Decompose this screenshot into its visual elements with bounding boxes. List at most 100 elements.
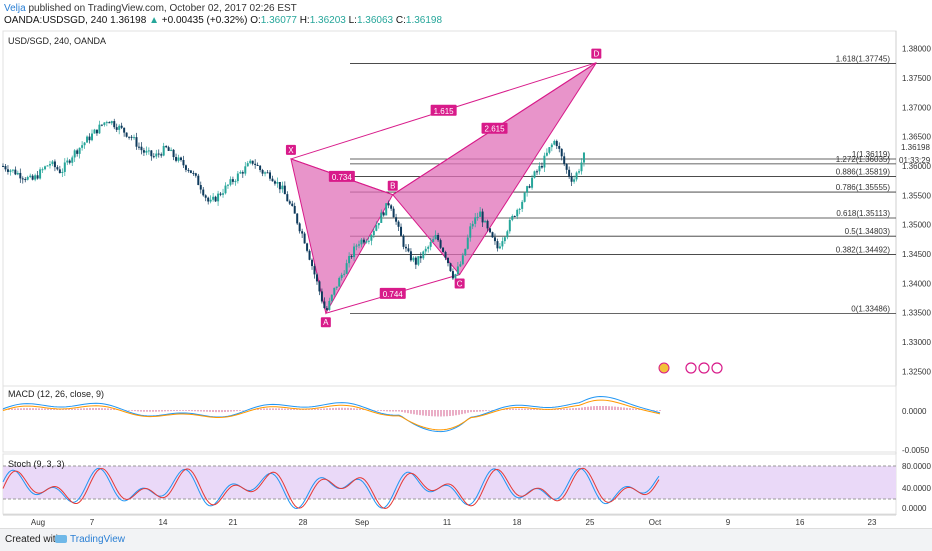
candle-body [11, 169, 14, 171]
candle-body [135, 137, 138, 147]
tradingview-link[interactable]: TradingView [70, 534, 126, 545]
chart-area[interactable]: USD/SGD, 240, OANDA 1.38000 1.37500 1.3700… [0, 29, 932, 527]
candle-body [437, 234, 440, 241]
candle-body [58, 169, 61, 173]
candle-body [259, 165, 262, 171]
fib-level-label: 0.786(1.35555) [836, 183, 891, 192]
candle-body [273, 181, 276, 184]
event-flag-icon[interactable] [698, 362, 710, 374]
candle-body [486, 220, 489, 229]
event-icons[interactable] [658, 362, 723, 374]
candle-body [387, 203, 390, 206]
candle-body [125, 132, 128, 137]
macd-signal-line [2, 399, 661, 431]
macd-pane [2, 385, 897, 453]
author-link[interactable]: Velja [4, 3, 26, 14]
candle-body [498, 246, 501, 249]
candle-body [491, 232, 494, 238]
pattern-point-label: B [390, 182, 395, 191]
candle-body [454, 274, 457, 279]
candle-body [269, 172, 271, 179]
candle-body [429, 241, 432, 247]
candle-body [489, 228, 492, 233]
candle-body [471, 223, 474, 227]
candle-body [9, 170, 12, 172]
pattern-ratio-label: 0.734 [332, 173, 353, 182]
fib-level-label: 0.5(1.34803) [845, 227, 891, 236]
candle-body [120, 125, 123, 128]
candle-body [288, 201, 291, 204]
candle-body [548, 147, 551, 153]
candle-body [189, 170, 192, 173]
candle-body [155, 153, 158, 157]
candle-body [484, 220, 487, 223]
candle-body [88, 136, 91, 141]
candle-body [108, 122, 111, 124]
event-flag-icon[interactable] [685, 362, 697, 374]
high-value: 1.36203 [309, 15, 346, 26]
candle-body [402, 235, 405, 247]
candle-body [511, 216, 514, 220]
candle-body [160, 154, 163, 156]
candle-body [372, 230, 375, 236]
candle-body [439, 240, 442, 248]
macd-tick-1: -0.0050 [902, 446, 930, 455]
candle-body [133, 137, 136, 139]
candle-body [219, 193, 222, 195]
candle-body [407, 248, 410, 252]
candle-body [286, 194, 289, 202]
candle-body [308, 250, 311, 260]
candle-body [560, 148, 563, 157]
candle-body [444, 251, 447, 258]
candle-body [197, 175, 200, 186]
price-tick-label: 1.33000 [902, 338, 931, 347]
open-value: 1.36077 [260, 15, 297, 26]
candle-body [71, 157, 74, 163]
pattern-point-labels: X A B C D [285, 48, 602, 328]
candle-body [553, 140, 556, 145]
candle-body [281, 185, 284, 190]
candle-body [570, 176, 573, 182]
candle-body [217, 193, 220, 202]
candle-body [521, 201, 524, 209]
candle-body [493, 237, 496, 242]
candle-body [187, 169, 190, 171]
candle-body [296, 213, 299, 224]
fib-level-label: 1.272(1.36035) [836, 155, 891, 164]
candle-body [226, 184, 229, 186]
candle-body [214, 196, 217, 202]
candle-body [303, 233, 306, 244]
event-flag-icon[interactable] [658, 362, 670, 374]
candle-body [251, 160, 254, 164]
candle-body [140, 146, 143, 151]
pattern-ratio-label: 2.615 [485, 125, 506, 134]
candle-body [330, 294, 333, 301]
candle-body [14, 169, 17, 175]
time-tick-label: Aug [31, 518, 45, 527]
time-axis: Aug 7 14 21 28 Sep 11 18 25 Oct 9 16 23 [31, 518, 877, 527]
price-change: +0.00435 (+0.32%) [161, 15, 248, 26]
candle-body [2, 165, 4, 167]
candle-body [291, 203, 294, 206]
candle-body [343, 273, 346, 275]
candle-body [31, 175, 34, 180]
candle-body [442, 247, 445, 252]
candle-body [370, 235, 373, 241]
candle-body [390, 205, 393, 209]
price-tick-label: 1.36500 [902, 133, 931, 142]
time-tick-label: 11 [443, 518, 452, 527]
price-tick-label: 1.32500 [902, 367, 931, 376]
candle-body [338, 277, 341, 287]
candle-body [531, 177, 534, 188]
event-flag-icon[interactable] [711, 362, 723, 374]
candle-body [380, 212, 383, 223]
candle-body [24, 179, 27, 181]
candle-body [432, 239, 435, 242]
main-pane-title: USD/SGD, 240, OANDA [8, 36, 106, 46]
stoch-tick-0: 80.0000 [902, 462, 931, 471]
time-tick-label: 23 [868, 518, 877, 527]
high-label: H: [299, 15, 310, 26]
candle-body [447, 257, 449, 264]
candle-body [550, 144, 553, 148]
macd-title: MACD (12, 26, close, 9) [8, 389, 104, 399]
